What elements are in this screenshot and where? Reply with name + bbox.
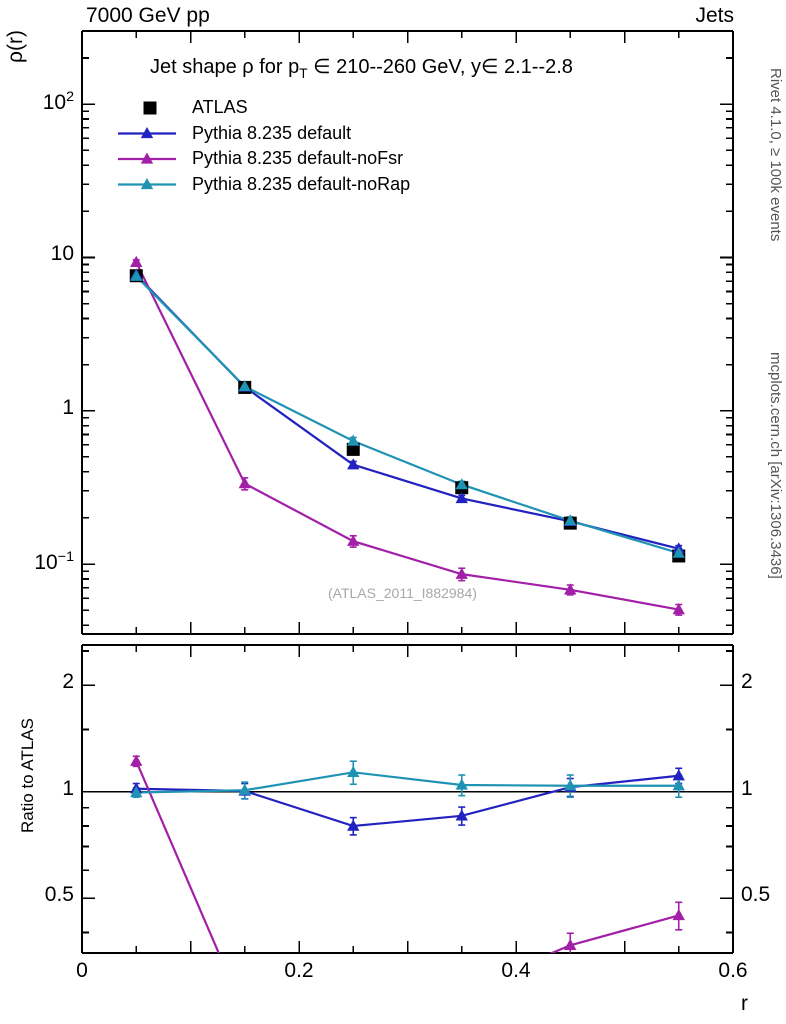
main-y-tick-label: 102 xyxy=(42,89,74,115)
ratio-point-marker xyxy=(130,786,143,798)
legend-marker-triangle xyxy=(140,127,154,139)
data-point-marker xyxy=(455,567,468,579)
data-point-marker xyxy=(672,603,685,615)
data-point-marker xyxy=(347,534,360,546)
data-point-marker xyxy=(130,269,143,281)
plot-title: Jet shape ρ for pT ∈ 210--260 GeV, y∈ 2.… xyxy=(150,54,573,81)
x-axis-label: r xyxy=(741,992,748,1015)
data-point-marker xyxy=(238,477,251,489)
rivet-version-credit: Rivet 4.1.0, ≥ 100k events xyxy=(767,68,784,242)
legend-label: Pythia 8.235 default-noFsr xyxy=(192,148,404,168)
legend-entry[interactable] xyxy=(118,152,176,164)
ratio-line-pythia-8-235-default-norap xyxy=(136,771,679,794)
ratio-point-marker xyxy=(564,938,577,950)
ratio-y-tick-label: 2 xyxy=(62,670,74,694)
data-point-marker xyxy=(346,442,360,456)
ratio-point-marker xyxy=(455,778,468,790)
data-point-marker xyxy=(238,380,251,392)
ratio-point-marker xyxy=(564,779,577,791)
ratio-y-tick-label: 0.5 xyxy=(741,883,771,907)
series-line-pythia-8-235-default-nofsr xyxy=(135,261,679,611)
legend-label: ATLAS xyxy=(192,97,248,117)
plot-title-sub: T xyxy=(299,66,308,81)
main-y-tick-label: 10−1 xyxy=(34,549,74,575)
ratio-point-marker xyxy=(347,819,360,831)
ratio-point-marker xyxy=(672,769,685,781)
legend-entry[interactable] xyxy=(143,101,157,115)
data-point-marker xyxy=(347,458,360,470)
mcplots-source-credit: mcplots.cern.ch [arXiv:1306.3436] xyxy=(767,352,784,579)
header-beam-label: 7000 GeV pp xyxy=(86,4,210,27)
ratio-y-tick-label: 1 xyxy=(741,776,753,800)
data-point-marker xyxy=(347,434,360,446)
legend-label: Pythia 8.235 default-noRap xyxy=(192,173,411,194)
main-y-tick-label: 10 xyxy=(50,242,74,266)
main-y-tick-label: 1 xyxy=(62,395,74,419)
header-process-label: Jets xyxy=(695,4,734,27)
series-line-pythia-8-235-default-norap xyxy=(135,275,680,555)
legend-entry[interactable] xyxy=(118,178,176,190)
plot-title-post: ∈ 210--260 GeV, y∈ 2.1--2.8 xyxy=(307,56,573,78)
ratio-y-tick-label: 0.5 xyxy=(44,883,74,907)
legend-entry[interactable] xyxy=(118,127,176,139)
legend-label: Pythia 8.235 default xyxy=(192,122,352,143)
series-line-pythia-8-235-default xyxy=(135,274,680,550)
legend-marker-triangle xyxy=(140,152,154,164)
data-point-marker xyxy=(564,583,577,595)
data-point-marker xyxy=(455,491,468,504)
ratio-line-pythia-8-235-default-nofsr xyxy=(135,760,680,953)
data-point-marker xyxy=(564,514,577,526)
ratio-y-tick-label: 2 xyxy=(741,670,753,694)
data-point-marker xyxy=(672,546,685,558)
analysis-watermark: (ATLAS_2011_I882984) xyxy=(328,585,477,601)
plot-title-pre: Jet shape ρ for p xyxy=(150,56,300,78)
x-tick-label: 0.2 xyxy=(284,959,314,982)
legend-marker-square xyxy=(143,101,157,115)
ratio-point-marker xyxy=(238,783,251,795)
ratio-point-marker xyxy=(672,908,685,921)
data-point-marker xyxy=(455,478,468,490)
ratio-point-marker xyxy=(455,809,468,821)
ratio-y-tick-label: 1 xyxy=(62,776,74,800)
ratio-point-marker xyxy=(347,765,360,777)
x-tick-label: 0.6 xyxy=(718,959,748,982)
ratio-point-marker xyxy=(672,779,685,791)
ratio-point-marker xyxy=(130,754,143,766)
ratio-series-layer xyxy=(130,754,685,953)
x-tick-label: 0 xyxy=(76,959,88,982)
legend-marker-triangle xyxy=(140,178,154,190)
data-point-marker xyxy=(130,255,143,267)
x-tick-label: 0.4 xyxy=(501,959,531,982)
main-series-layer xyxy=(129,255,686,616)
ratio-line-pythia-8-235-default xyxy=(136,774,679,828)
